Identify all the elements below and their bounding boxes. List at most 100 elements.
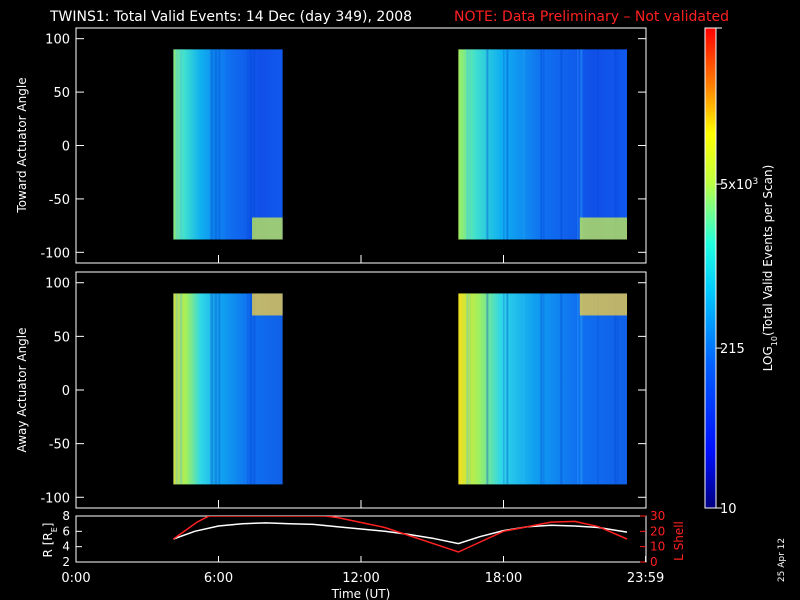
- toward-streak: [486, 49, 489, 240]
- away-streak: [486, 293, 489, 485]
- away-streak: [247, 293, 249, 485]
- away-ytick-label: 0: [62, 384, 70, 399]
- colorbar: 10 215 5x103 105 LOG10(Total Valid Events p…: [704, 26, 779, 517]
- orbit-right-ylabel: L Shell: [672, 521, 686, 561]
- away-streak: [181, 293, 183, 485]
- away-streak: [251, 293, 253, 485]
- away-streak: [249, 293, 252, 485]
- toward-streak: [469, 49, 471, 240]
- away-streak: [506, 293, 509, 485]
- toward-streak: [214, 49, 217, 240]
- toward-streak: [580, 49, 583, 240]
- orbit-ytick-right-label: 0: [650, 555, 658, 569]
- away-streak: [177, 293, 179, 485]
- l-shell-line: [172, 516, 628, 553]
- away-streak: [617, 293, 619, 485]
- away-streak: [560, 293, 563, 485]
- colorbar-tick-label: 105: [721, 26, 739, 41]
- preliminary-note: NOTE: Data Preliminary – Not validated: [454, 9, 729, 25]
- orbit-ytick-left-label: 4: [62, 540, 70, 554]
- toward-streak: [506, 49, 509, 240]
- time-xtick-label: 23:59: [627, 571, 664, 586]
- toward-data-block: [173, 49, 283, 240]
- away-streak: [214, 293, 217, 485]
- away-data-block: [458, 293, 627, 485]
- away-streak: [540, 293, 543, 485]
- toward-streak: [181, 49, 183, 240]
- away-streak: [173, 293, 175, 485]
- away-streak: [614, 293, 617, 485]
- plot-date-stamp: 25 Apr 12: [777, 538, 787, 582]
- away-streak: [253, 293, 256, 485]
- toward-streak: [175, 49, 178, 240]
- away-streak: [580, 293, 583, 485]
- toward-streak: [560, 49, 563, 240]
- toward-streak: [543, 49, 545, 240]
- toward-streak: [210, 49, 213, 240]
- toward-streak: [540, 49, 543, 240]
- away-edge-feature: [579, 293, 627, 316]
- time-xtick-label: 18:00: [485, 571, 522, 586]
- colorbar-label: LOG10(Total Valid Events per Scan): [761, 165, 779, 372]
- toward-streak: [466, 49, 469, 240]
- orbit-ytick-right-label: 10: [650, 540, 665, 554]
- away-streak: [503, 293, 505, 485]
- time-xtick-label: 12:00: [342, 571, 379, 586]
- away-streak: [175, 293, 178, 485]
- away-data-block: [173, 293, 283, 485]
- toward-ytick-label: 100: [45, 33, 70, 48]
- toward-edge-feature: [579, 217, 627, 240]
- away-streak: [577, 293, 579, 485]
- colorbar-tick-label: 10: [720, 502, 737, 517]
- away-streak: [212, 293, 214, 485]
- time-xtick-label: 0:00: [61, 571, 90, 586]
- toward-ytick-label: -100: [40, 246, 70, 261]
- away-ylabel: Away Actuator Angle: [15, 327, 29, 452]
- time-xtick-label: 6:00: [204, 571, 233, 586]
- orbit-ytick-left-label: 8: [62, 509, 70, 523]
- orbit-ytick-right-label: 20: [650, 524, 665, 538]
- toward-streak: [173, 49, 175, 240]
- orbit-left-ylabel: R [RE]: [41, 523, 59, 558]
- orbit-ytick-left-label: 6: [62, 524, 70, 538]
- colorbar-tick-label: 5x103: [720, 177, 758, 193]
- toward-streak: [179, 49, 182, 240]
- away-ytick-label: 100: [45, 277, 70, 292]
- toward-streak: [523, 49, 525, 240]
- toward-ytick-label: 0: [62, 140, 70, 155]
- toward-edge-feature: [252, 217, 283, 240]
- away-streak: [218, 293, 221, 485]
- colorbar-tick-label: 215: [720, 342, 745, 357]
- orbit-ytick-left-label: 2: [62, 555, 70, 569]
- away-streak: [179, 293, 182, 485]
- away-panel: -100 -50 0 50 100 Away Actuator Angle: [15, 271, 647, 509]
- away-streak: [210, 293, 213, 485]
- toward-ytick-label: -50: [49, 193, 70, 208]
- away-streak: [543, 293, 545, 485]
- away-streak: [216, 293, 218, 485]
- toward-panel: -100 -50 0 50 100 Toward Actuator Angle: [15, 27, 647, 264]
- radius-line: [173, 522, 628, 545]
- toward-streak: [617, 49, 619, 240]
- away-ytick-label: -50: [49, 438, 70, 453]
- away-ytick-label: 50: [53, 330, 70, 345]
- away-edge-feature: [252, 293, 283, 316]
- toward-streak: [503, 49, 505, 240]
- toward-streak: [251, 49, 253, 240]
- toward-streak: [614, 49, 617, 240]
- toward-streak: [253, 49, 256, 240]
- away-streak: [469, 293, 471, 485]
- toward-streak: [212, 49, 214, 240]
- away-streak: [597, 293, 599, 485]
- figure-title: TWINS1: Total Valid Events: 14 Dec (day …: [49, 9, 412, 25]
- toward-streak: [597, 49, 599, 240]
- toward-ytick-label: 50: [53, 86, 70, 101]
- toward-ylabel: Toward Actuator Angle: [15, 77, 29, 213]
- toward-streak: [577, 49, 579, 240]
- orbit-ytick-right-label: 30: [650, 509, 665, 523]
- x-axis-label: Time (UT): [331, 587, 391, 600]
- toward-streak: [249, 49, 252, 240]
- away-streak: [466, 293, 469, 485]
- toward-streak: [247, 49, 249, 240]
